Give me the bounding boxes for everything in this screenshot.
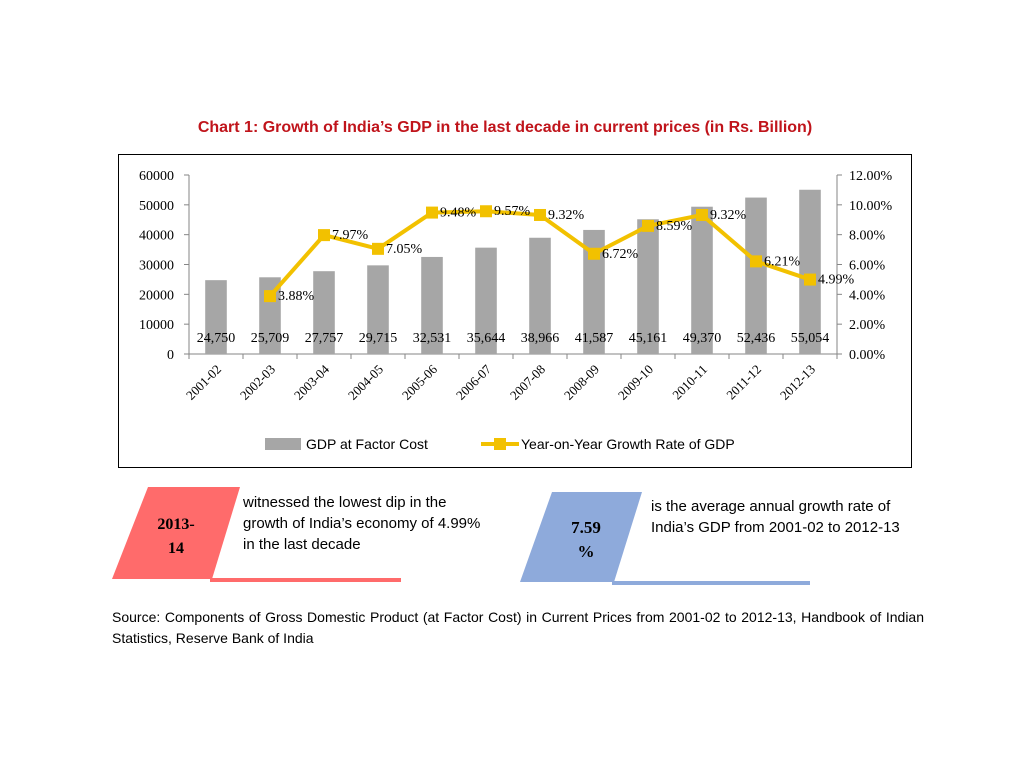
x-tick-label: 2008-09: [561, 362, 602, 403]
callout-1-badge-shape: [112, 487, 240, 579]
x-tick-label: 2011-12: [723, 362, 764, 403]
gdp-data-label: 41,587: [575, 331, 614, 346]
right-tick-label: 4.00%: [849, 288, 886, 303]
x-tick-label: 2006-07: [453, 361, 495, 403]
legend-line-label: Year-on-Year Growth Rate of GDP: [521, 436, 735, 452]
gdp-data-label: 25,709: [251, 331, 290, 346]
gdp-data-label: 55,054: [791, 331, 830, 346]
gdp-bar: [529, 237, 551, 354]
callout-1-graphic: [112, 487, 401, 582]
growth-rate-label: 3.88%: [278, 289, 315, 304]
right-tick-label: 0.00%: [849, 348, 886, 363]
left-tick-label: 0: [167, 348, 174, 363]
gdp-data-label: 45,161: [629, 331, 668, 346]
right-tick-label: 8.00%: [849, 229, 886, 244]
growth-rate-marker: [372, 242, 384, 255]
gdp-data-label: 27,757: [305, 331, 344, 346]
x-tick-label: 2007-08: [507, 362, 548, 403]
gdp-bar: [475, 247, 497, 354]
x-tick-label: 2012-13: [777, 362, 818, 403]
x-tick-label: 2005-06: [399, 361, 441, 403]
growth-rate-marker: [534, 208, 546, 221]
growth-rate-label: 8.59%: [656, 219, 693, 234]
x-tick-label: 2002-03: [237, 362, 278, 403]
x-tick-label: 2003-04: [291, 361, 333, 403]
gdp-data-label: 29,715: [359, 331, 398, 346]
gdp-data-label: 38,966: [521, 331, 560, 346]
x-tick-label: 2010-11: [669, 362, 710, 403]
left-tick-label: 50000: [139, 199, 174, 214]
growth-rate-marker: [696, 208, 708, 221]
left-tick-label: 30000: [139, 259, 174, 274]
growth-rate-marker: [318, 229, 330, 242]
growth-rate-label: 7.97%: [332, 228, 369, 243]
growth-rate-label: 6.72%: [602, 247, 639, 262]
growth-rate-label: 4.99%: [818, 273, 855, 288]
chart-frame: 0 10000 20000 30000 40000 50000 60000 0.00% 2.00…: [118, 154, 912, 468]
left-tick-label: 60000: [139, 169, 174, 184]
growth-rate-marker: [480, 205, 492, 218]
right-tick-label: 10.00%: [849, 199, 893, 214]
growth-rate-marker: [426, 206, 438, 219]
gdp-bar: [367, 265, 389, 354]
gdp-bar: [691, 206, 713, 354]
growth-rate-label: 7.05%: [386, 242, 423, 257]
gdp-data-label: 35,644: [467, 331, 506, 346]
growth-rate-marker: [804, 273, 816, 286]
legend-bar-label: GDP at Factor Cost: [306, 436, 428, 452]
gdp-data-label: 52,436: [737, 331, 776, 346]
gdp-bar: [583, 229, 605, 354]
callout-2-text: is the average annual growth rate of Ind…: [651, 498, 900, 536]
right-tick-label: 2.00%: [849, 318, 886, 333]
callout-1-badge: 2013- 14: [157, 516, 195, 557]
gdp-bar: [637, 219, 659, 354]
gdp-bar: [745, 197, 767, 354]
left-tick-label: 10000: [139, 318, 174, 333]
callout-2-graphic: [520, 492, 810, 585]
left-tick-label: 20000: [139, 288, 174, 303]
source-note: Source: Components of Gross Domestic Pro…: [112, 609, 924, 646]
growth-rate-label: 9.32%: [548, 208, 585, 223]
x-tick-label: 2004-05: [345, 362, 386, 403]
x-tick-label: 2001-02: [183, 362, 224, 403]
growth-rate-marker: [750, 255, 762, 268]
gdp-bar: [313, 271, 335, 354]
left-tick-label: 40000: [139, 229, 174, 244]
growth-rate-label: 6.21%: [764, 254, 801, 269]
x-tick-label: 2009-10: [615, 362, 656, 403]
right-tick-label: 6.00%: [849, 259, 886, 274]
growth-rate-marker: [264, 290, 276, 303]
legend-line-marker: [494, 438, 506, 450]
gdp-bar: [799, 189, 821, 354]
growth-rate-label: 9.57%: [494, 204, 531, 219]
gdp-bar: [205, 280, 227, 354]
growth-rate-marker: [642, 219, 654, 232]
gdp-data-label: 24,750: [197, 331, 236, 346]
chart-title: Chart 1: Growth of India’s GDP in the la…: [197, 119, 813, 136]
gdp-chart: 0 10000 20000 30000 40000 50000 60000 0.00% 2.00…: [139, 169, 893, 452]
growth-rate-label: 9.48%: [440, 206, 477, 221]
gdp-data-label: 32,531: [413, 331, 452, 346]
growth-rate-label: 9.32%: [710, 208, 747, 223]
right-tick-label: 12.00%: [849, 169, 893, 184]
callout-2-badge: 7.59 %: [571, 518, 601, 561]
growth-rate-marker: [588, 247, 600, 260]
gdp-bar: [421, 256, 443, 354]
callout-2-badge-shape: [520, 492, 642, 582]
legend-bar-swatch: [265, 438, 301, 450]
callout-1-text: witnessed the lowest dip in the growth o…: [243, 494, 481, 553]
gdp-data-label: 49,370: [683, 331, 722, 346]
